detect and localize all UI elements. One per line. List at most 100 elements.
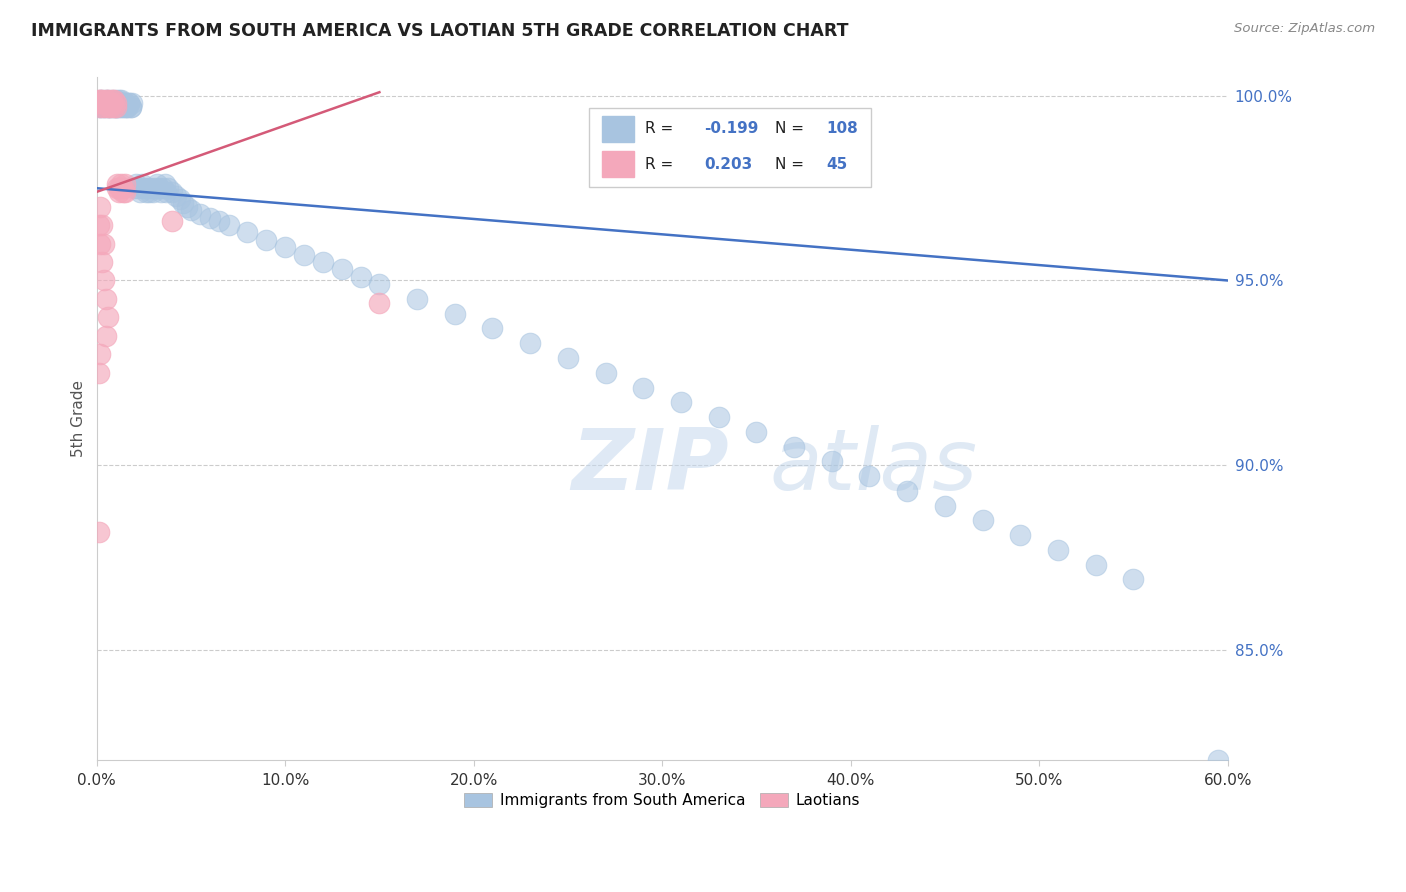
Point (112, 96, 135, 111)
Point (118, 96, 141, 111)
Point (108, 100, 131, 114)
Point (89, 100, 111, 114)
Point (100, 100, 122, 114)
Point (481, 321, 503, 335)
Point (292, 247, 315, 261)
Point (114, 100, 136, 114)
Point (110, 100, 132, 114)
Point (105, 96, 128, 111)
Point (87, 96, 110, 111)
Point (368, 295, 391, 310)
Point (104, 100, 127, 114)
Text: 45: 45 (827, 157, 848, 171)
Point (91, 96, 114, 111)
Text: 108: 108 (827, 121, 858, 136)
Point (143, 181, 166, 195)
Point (98, 96, 121, 111)
Point (120, 100, 142, 114)
Point (160, 214, 183, 228)
Point (783, 440, 806, 454)
Point (443, 307, 465, 321)
Point (125, 178, 148, 192)
Point (114, 178, 136, 192)
Point (94, 292, 117, 306)
Point (93, 273, 115, 287)
Point (557, 351, 579, 365)
Point (87, 366, 110, 380)
Point (93, 100, 115, 114)
Point (87, 96, 110, 111)
Point (112, 185, 135, 199)
Point (115, 100, 138, 114)
Point (157, 181, 180, 195)
Point (93, 100, 115, 114)
Point (87, 524, 110, 539)
Text: N =: N = (775, 121, 808, 136)
Point (105, 181, 128, 195)
Point (114, 96, 136, 111)
Point (94, 329, 117, 343)
Point (94, 96, 117, 111)
Point (349, 269, 371, 284)
Point (94, 93, 117, 107)
Point (87, 93, 110, 107)
Point (91, 93, 114, 107)
Point (129, 185, 152, 199)
Point (160, 185, 183, 199)
Point (103, 96, 125, 111)
Point (208, 214, 231, 228)
Point (115, 100, 138, 114)
Point (98, 100, 121, 114)
Text: 0.203: 0.203 (704, 157, 752, 171)
Point (136, 181, 159, 195)
Point (93, 96, 115, 111)
Point (1046, 543, 1069, 558)
Point (91, 218, 114, 232)
Point (274, 240, 297, 254)
Point (176, 200, 198, 214)
Point (93, 236, 115, 251)
Point (110, 93, 132, 107)
Point (141, 181, 163, 195)
Point (114, 96, 136, 111)
Point (91, 96, 114, 111)
Point (153, 178, 176, 192)
Point (934, 499, 956, 513)
Point (112, 181, 135, 195)
Point (165, 188, 187, 202)
Point (330, 262, 353, 277)
Point (110, 178, 132, 192)
Text: N =: N = (775, 157, 808, 171)
Point (108, 93, 131, 107)
Point (142, 185, 165, 199)
Point (149, 185, 172, 199)
Point (97, 100, 120, 114)
Point (118, 96, 141, 111)
Text: R =: R = (645, 121, 678, 136)
Point (406, 292, 429, 306)
Point (103, 100, 125, 114)
Point (152, 181, 174, 195)
Point (108, 181, 131, 195)
Point (108, 96, 131, 111)
Point (172, 196, 194, 211)
Point (972, 513, 994, 527)
Point (821, 454, 844, 468)
Point (104, 100, 127, 114)
Point (97, 93, 120, 107)
Point (97, 93, 120, 107)
Point (98, 96, 121, 111)
Point (103, 93, 125, 107)
Point (103, 100, 125, 114)
Point (89, 93, 111, 107)
Point (669, 395, 692, 409)
Point (127, 181, 149, 195)
Point (132, 181, 155, 195)
Point (110, 181, 132, 195)
Legend: Immigrants from South America, Laotians: Immigrants from South America, Laotians (458, 787, 866, 814)
Point (98, 100, 121, 114)
Point (218, 218, 240, 232)
Bar (602, 152, 634, 178)
Text: IMMIGRANTS FROM SOUTH AMERICA VS LAOTIAN 5TH GRADE CORRELATION CHART: IMMIGRANTS FROM SOUTH AMERICA VS LAOTIAN… (31, 22, 848, 40)
Bar (589, 108, 872, 186)
